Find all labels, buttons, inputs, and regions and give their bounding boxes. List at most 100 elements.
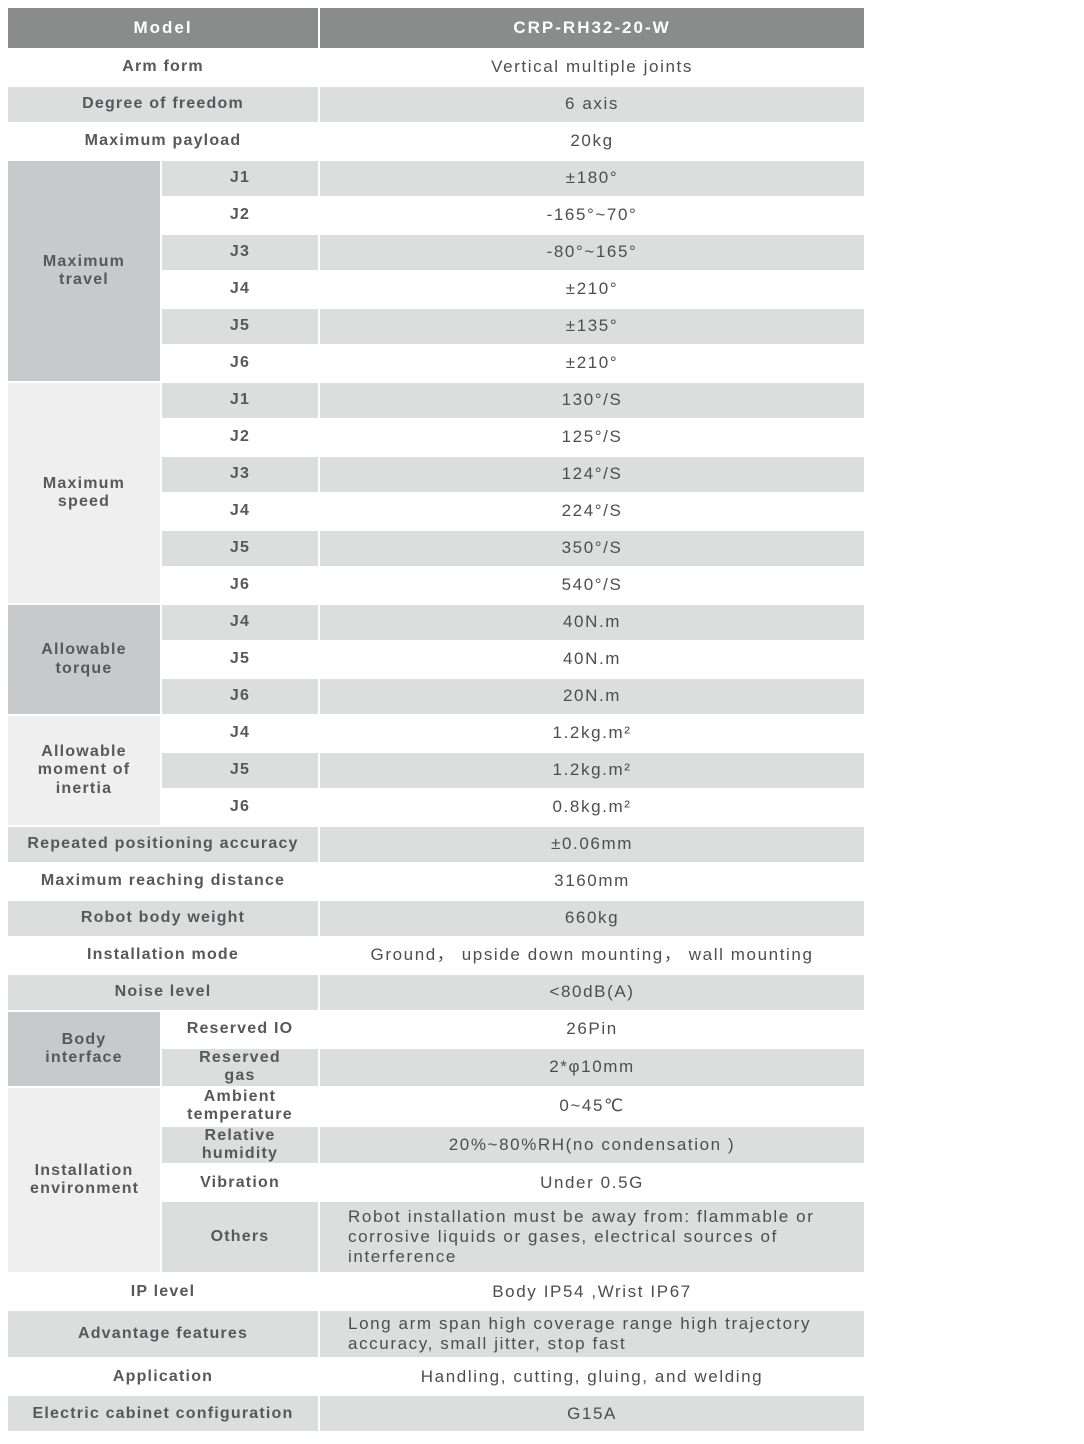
sub-label: Vibration: [162, 1165, 319, 1201]
joint-label: J1: [162, 161, 319, 196]
joint-label: J2: [162, 420, 319, 455]
joint-value: 1.2kg.m²: [320, 716, 865, 751]
joint-label: J4: [162, 716, 319, 751]
row-electric-cabinet-configuration: Electric cabinet configuration G15A: [8, 1396, 865, 1432]
sub-label: Others: [162, 1202, 319, 1273]
sub-value: 0~45℃: [320, 1087, 865, 1125]
joint-value: ±180°: [320, 161, 865, 196]
row-inertia-j5: J5 1.2kg.m²: [8, 753, 865, 788]
row-value: Body IP54 ,Wrist IP67: [320, 1274, 865, 1310]
row-travel-j4: J4 ±210°: [8, 272, 865, 307]
row-application: Application Handling, cutting, gluing, a…: [8, 1359, 865, 1395]
section-label-installation-environment: Installation environment: [8, 1087, 160, 1273]
row-value: 660kg: [320, 901, 865, 936]
row-value: Long arm span high coverage range high t…: [320, 1311, 865, 1358]
row-label: IP level: [8, 1274, 319, 1310]
row-maximum-payload: Maximum payload 20kg: [8, 124, 865, 159]
row-speed-j4: J4 224°/S: [8, 494, 865, 529]
joint-label: J6: [162, 790, 319, 825]
row-travel-j2: J2 -165°~70°: [8, 198, 865, 233]
row-value: ±0.06mm: [320, 827, 865, 862]
row-value: G15A: [320, 1396, 865, 1432]
row-label: Maximum reaching distance: [8, 864, 319, 899]
joint-value: ±210°: [320, 346, 865, 381]
row-torque-j4: Allowable torque J4 40N.m: [8, 605, 865, 714]
row-torque-j5: J5 40N.m: [8, 642, 865, 677]
section-label-allowable-torque: Allowable torque: [8, 605, 160, 714]
row-label: Robot body weight: [8, 901, 319, 936]
row-speed-j5: J5 350°/S: [8, 531, 865, 566]
joint-label: J4: [162, 494, 319, 529]
row-advantage-features: Advantage features Long arm span high co…: [8, 1311, 865, 1358]
model-header-value: CRP-RH32-20-W: [320, 8, 865, 48]
joint-label: J3: [162, 457, 319, 492]
robot-spec-table: Model CRP-RH32-20-W Arm form Vertical mu…: [6, 6, 866, 1433]
joint-value: ±135°: [320, 309, 865, 344]
row-reserved-io: Body interface Reserved IO 26Pin: [8, 1012, 865, 1086]
sub-value: Under 0.5G: [320, 1165, 865, 1201]
row-value: Handling, cutting, gluing, and welding: [320, 1359, 865, 1395]
sub-value: 2*φ10mm: [320, 1049, 865, 1086]
row-label: Maximum payload: [8, 124, 319, 159]
row-label: Noise level: [8, 975, 319, 1010]
joint-value: 540°/S: [320, 568, 865, 603]
row-degree-of-freedom: Degree of freedom 6 axis: [8, 87, 865, 122]
row-inertia-j6: J6 0.8kg.m²: [8, 790, 865, 825]
joint-label: J3: [162, 235, 319, 270]
joint-value: 20N.m: [320, 679, 865, 714]
row-label: Electric cabinet configuration: [8, 1396, 319, 1432]
row-relative-humidity: Relative humidity 20%~80%RH(no condensat…: [8, 1126, 865, 1164]
row-label: Application: [8, 1359, 319, 1395]
row-inertia-j4: Allowable moment of inertia J4 1.2kg.m²: [8, 716, 865, 825]
row-ip-level: IP level Body IP54 ,Wrist IP67: [8, 1274, 865, 1310]
joint-value: ±210°: [320, 272, 865, 307]
row-installation-mode: Installation mode Ground， upside down mo…: [8, 938, 865, 973]
joint-label: J6: [162, 568, 319, 603]
joint-label: J2: [162, 198, 319, 233]
joint-label: J4: [162, 605, 319, 640]
row-travel-j6: J6 ±210°: [8, 346, 865, 381]
row-value: 3160mm: [320, 864, 865, 899]
sub-label: Reserved gas: [162, 1049, 319, 1086]
joint-label: J1: [162, 383, 319, 418]
joint-label: J4: [162, 272, 319, 307]
row-travel-j3: J3 -80°~165°: [8, 235, 865, 270]
joint-value: 0.8kg.m²: [320, 790, 865, 825]
joint-label: J5: [162, 753, 319, 788]
joint-label: J6: [162, 346, 319, 381]
joint-value: 1.2kg.m²: [320, 753, 865, 788]
row-label: Advantage features: [8, 1311, 319, 1358]
row-value: <80dB(A): [320, 975, 865, 1010]
sub-label: Relative humidity: [162, 1126, 319, 1164]
row-maximum-reaching-distance: Maximum reaching distance 3160mm: [8, 864, 865, 899]
joint-label: J5: [162, 531, 319, 566]
row-vibration: Vibration Under 0.5G: [8, 1165, 865, 1201]
row-robot-body-weight: Robot body weight 660kg: [8, 901, 865, 936]
row-torque-j6: J6 20N.m: [8, 679, 865, 714]
row-speed-j2: J2 125°/S: [8, 420, 865, 455]
row-others: Others Robot installation must be away f…: [8, 1202, 865, 1273]
joint-value: -165°~70°: [320, 198, 865, 233]
sub-value: 20%~80%RH(no condensation ): [320, 1126, 865, 1164]
row-label: Arm form: [8, 50, 319, 85]
row-noise-level: Noise level <80dB(A): [8, 975, 865, 1010]
joint-label: J5: [162, 642, 319, 677]
section-label-maximum-speed: Maximum speed: [8, 383, 160, 603]
section-label-maximum-travel: Maximum travel: [8, 161, 160, 381]
joint-value: 124°/S: [320, 457, 865, 492]
section-label-allowable-inertia: Allowable moment of inertia: [8, 716, 160, 825]
joint-value: 350°/S: [320, 531, 865, 566]
joint-value: 130°/S: [320, 383, 865, 418]
joint-value: 40N.m: [320, 642, 865, 677]
row-arm-form: Arm form Vertical multiple joints: [8, 50, 865, 85]
joint-value: 224°/S: [320, 494, 865, 529]
row-speed-j3: J3 124°/S: [8, 457, 865, 492]
row-travel-j1: Maximum travel J1 ±180°: [8, 161, 865, 381]
model-header-label: Model: [8, 8, 319, 48]
section-label-body-interface: Body interface: [8, 1012, 160, 1086]
sub-label: Reserved IO: [162, 1012, 319, 1047]
joint-label: J5: [162, 309, 319, 344]
row-repeated-positioning-accuracy: Repeated positioning accuracy ±0.06mm: [8, 827, 865, 862]
row-value: 6 axis: [320, 87, 865, 122]
